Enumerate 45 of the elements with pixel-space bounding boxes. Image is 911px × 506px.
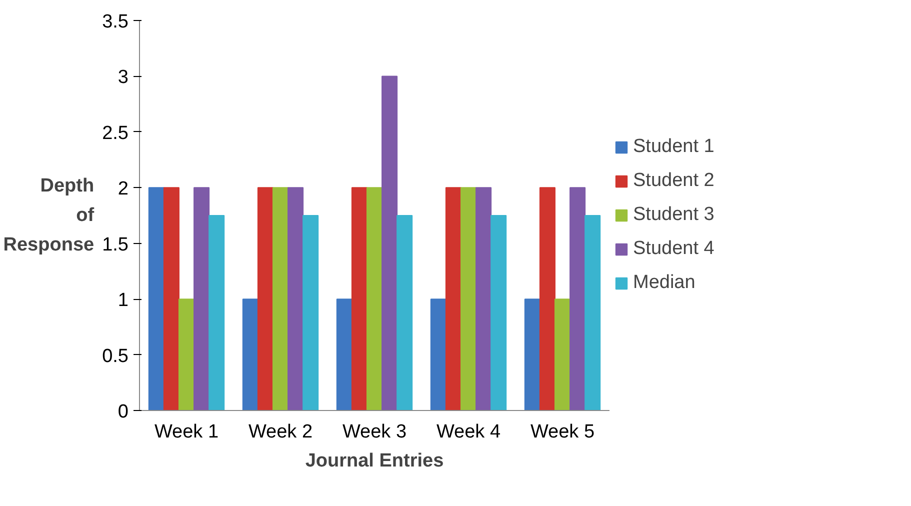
- y-tick-label: 2.5: [102, 122, 129, 144]
- bar: [445, 187, 462, 410]
- x-tick-label: Week 2: [248, 422, 313, 442]
- bar: [194, 187, 210, 410]
- bar: [584, 215, 601, 410]
- x-axis-title: Journal Entries: [305, 450, 444, 472]
- bar: [351, 187, 368, 410]
- bar: [570, 187, 586, 410]
- bar: [178, 298, 195, 410]
- y-tick-label: 3: [118, 67, 129, 88]
- bar: [242, 298, 258, 410]
- y-tick-label: 0: [118, 402, 129, 422]
- y-axis-title: Depth of Response: [3, 176, 95, 256]
- y-tick-label: 3.5: [102, 12, 129, 32]
- legend-label: Median: [633, 272, 696, 294]
- x-tick-label: Week 1: [154, 422, 219, 442]
- bar: [476, 187, 492, 410]
- bar: [554, 298, 571, 410]
- x-tick-label: Week 3: [342, 422, 407, 442]
- bar: [302, 215, 319, 410]
- bar: [163, 187, 180, 410]
- bar: [430, 298, 446, 410]
- bar: [257, 187, 274, 410]
- bar: [366, 187, 383, 410]
- bar: [288, 187, 304, 410]
- x-tick-label: Week 5: [530, 422, 595, 442]
- x-tick-label: Week 4: [436, 422, 501, 442]
- legend-label: Student 4: [633, 238, 714, 260]
- bar: [460, 187, 477, 410]
- legend-label: Student 2: [633, 170, 714, 192]
- bar: [490, 215, 507, 410]
- bar: [148, 187, 164, 410]
- bar: [524, 298, 540, 410]
- bar: [396, 215, 413, 410]
- y-tick-label: 2: [118, 178, 129, 200]
- bar: [272, 187, 289, 410]
- bar: [382, 76, 398, 410]
- y-tick-label: 0.5: [102, 346, 129, 367]
- y-tick-label: 1.5: [102, 234, 129, 256]
- y-tick-label: 1: [118, 290, 129, 312]
- bar: [336, 298, 352, 410]
- legend-label: Student 1: [633, 136, 714, 158]
- bar: [539, 187, 556, 410]
- bar: [208, 215, 225, 410]
- legend-label: Student 3: [633, 204, 714, 226]
